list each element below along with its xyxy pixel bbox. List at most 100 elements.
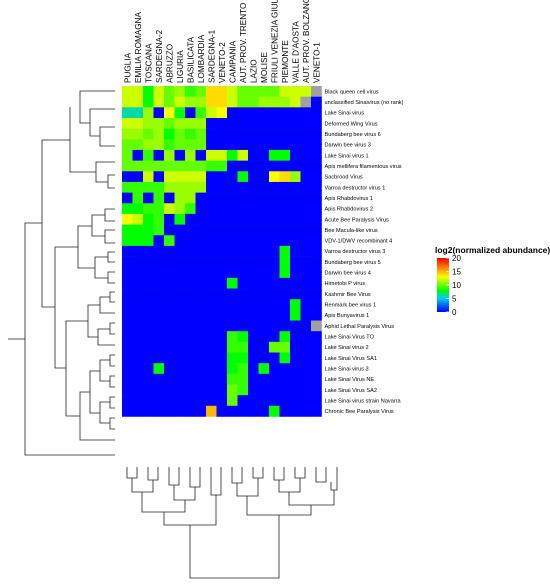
row-label: Himetobi P virus: [325, 281, 366, 287]
heatmap-cell: [269, 96, 280, 108]
heatmap-cell: [269, 139, 280, 151]
heatmap-cell: [143, 203, 154, 215]
heatmap-cell: [237, 235, 249, 247]
heatmap-cell: [153, 86, 165, 97]
heatmap-cell: [279, 299, 291, 311]
heatmap-cell: [248, 320, 259, 332]
heatmap-cell: [216, 181, 228, 193]
heatmap-cell: [164, 86, 175, 97]
heatmap-cell: [164, 288, 175, 300]
heatmap-cell: [206, 299, 217, 311]
heatmap-cell: [279, 139, 291, 151]
heatmap-cell: [300, 309, 312, 321]
heatmap-cell: [216, 309, 228, 321]
heatmap-cell: [290, 213, 301, 225]
heatmap-cell: [132, 192, 144, 204]
heatmap-cell: [227, 256, 238, 268]
row-label: Sacbrood Virus: [325, 175, 363, 181]
heatmap-cell: [185, 277, 196, 289]
heatmap-cell: [279, 86, 291, 97]
heatmap-cell: [216, 96, 228, 108]
heatmap-cell: [195, 107, 207, 119]
heatmap-cell: [290, 309, 301, 321]
heatmap-cell: [195, 341, 207, 353]
heatmap-cell: [237, 277, 249, 289]
heatmap-cell: [311, 309, 322, 321]
heatmap-cell: [300, 245, 312, 257]
heatmap-cell: [174, 299, 186, 311]
heatmap-cell: [132, 235, 144, 247]
heatmap-cell: [174, 149, 186, 161]
heatmap-cell: [279, 245, 291, 257]
heatmap-cell: [153, 171, 165, 183]
heatmap-cell: [206, 384, 217, 396]
heatmap-cell: [164, 171, 175, 183]
column-label: VALLE D'AOSTA: [291, 21, 300, 83]
heatmap-cell: [195, 363, 207, 375]
heatmap-cell: [153, 213, 165, 225]
heatmap-cell: [300, 235, 312, 247]
heatmap-cell: [122, 373, 133, 385]
column-label: BASILICATA: [186, 36, 195, 83]
heatmap-cell: [227, 86, 238, 97]
heatmap-cell: [269, 128, 280, 140]
heatmap-cell: [290, 245, 301, 257]
heatmap-cell: [153, 96, 165, 108]
heatmap-cell: [258, 139, 270, 151]
heatmap-cell: [279, 395, 291, 407]
heatmap-cell: [164, 160, 175, 172]
heatmap-cell: [216, 277, 228, 289]
heatmap-cell: [195, 277, 207, 289]
heatmap-cell: [290, 352, 301, 364]
heatmap-cell: [143, 309, 154, 321]
heatmap-cell: [290, 384, 301, 396]
heatmap-cell: [153, 181, 165, 193]
heatmap-cell: [122, 395, 133, 407]
heatmap-cell: [258, 235, 270, 247]
heatmap-cell: [258, 107, 270, 119]
heatmap-grid: [122, 86, 322, 417]
heatmap-cell: [195, 373, 207, 385]
heatmap-cell: [227, 320, 238, 332]
heatmap-cell: [153, 299, 165, 311]
heatmap-cell: [258, 181, 270, 193]
heatmap-cell: [206, 203, 217, 215]
heatmap-cell: [290, 171, 301, 183]
heatmap-cell: [195, 128, 207, 140]
heatmap-cell: [195, 149, 207, 161]
heatmap-cell: [195, 86, 207, 97]
heatmap-cell: [237, 331, 249, 343]
heatmap-cell: [132, 128, 144, 140]
row-label: Apis Rhabdovirus 1: [325, 196, 374, 202]
heatmap-cell: [237, 256, 249, 268]
heatmap-cell: [258, 320, 270, 332]
heatmap-cell: [164, 256, 175, 268]
heatmap-cell: [227, 171, 238, 183]
heatmap-cell: [185, 299, 196, 311]
heatmap-cell: [311, 256, 322, 268]
heatmap-cell: [195, 171, 207, 183]
heatmap-cell: [122, 192, 133, 204]
column-label: LIGURIA: [176, 50, 185, 83]
heatmap-cell: [279, 363, 291, 375]
heatmap-cell: [279, 149, 291, 161]
heatmap-cell: [311, 181, 322, 193]
heatmap-cell: [174, 160, 186, 172]
row-label: Apis mellifera filamentous virus: [325, 164, 402, 170]
heatmap-cell: [279, 373, 291, 385]
heatmap-cell: [143, 245, 154, 257]
heatmap-cell: [227, 224, 238, 236]
heatmap-cell: [258, 309, 270, 321]
heatmap-cell: [227, 373, 238, 385]
heatmap-cell: [143, 320, 154, 332]
heatmap-cell: [143, 96, 154, 108]
heatmap-cell: [290, 405, 301, 417]
heatmap-cell: [153, 288, 165, 300]
heatmap-cell: [248, 149, 259, 161]
heatmap-cell: [206, 245, 217, 257]
heatmap-cell: [195, 395, 207, 407]
heatmap-cell: [237, 405, 249, 417]
heatmap-cell: [269, 117, 280, 129]
heatmap-cell: [311, 363, 322, 375]
